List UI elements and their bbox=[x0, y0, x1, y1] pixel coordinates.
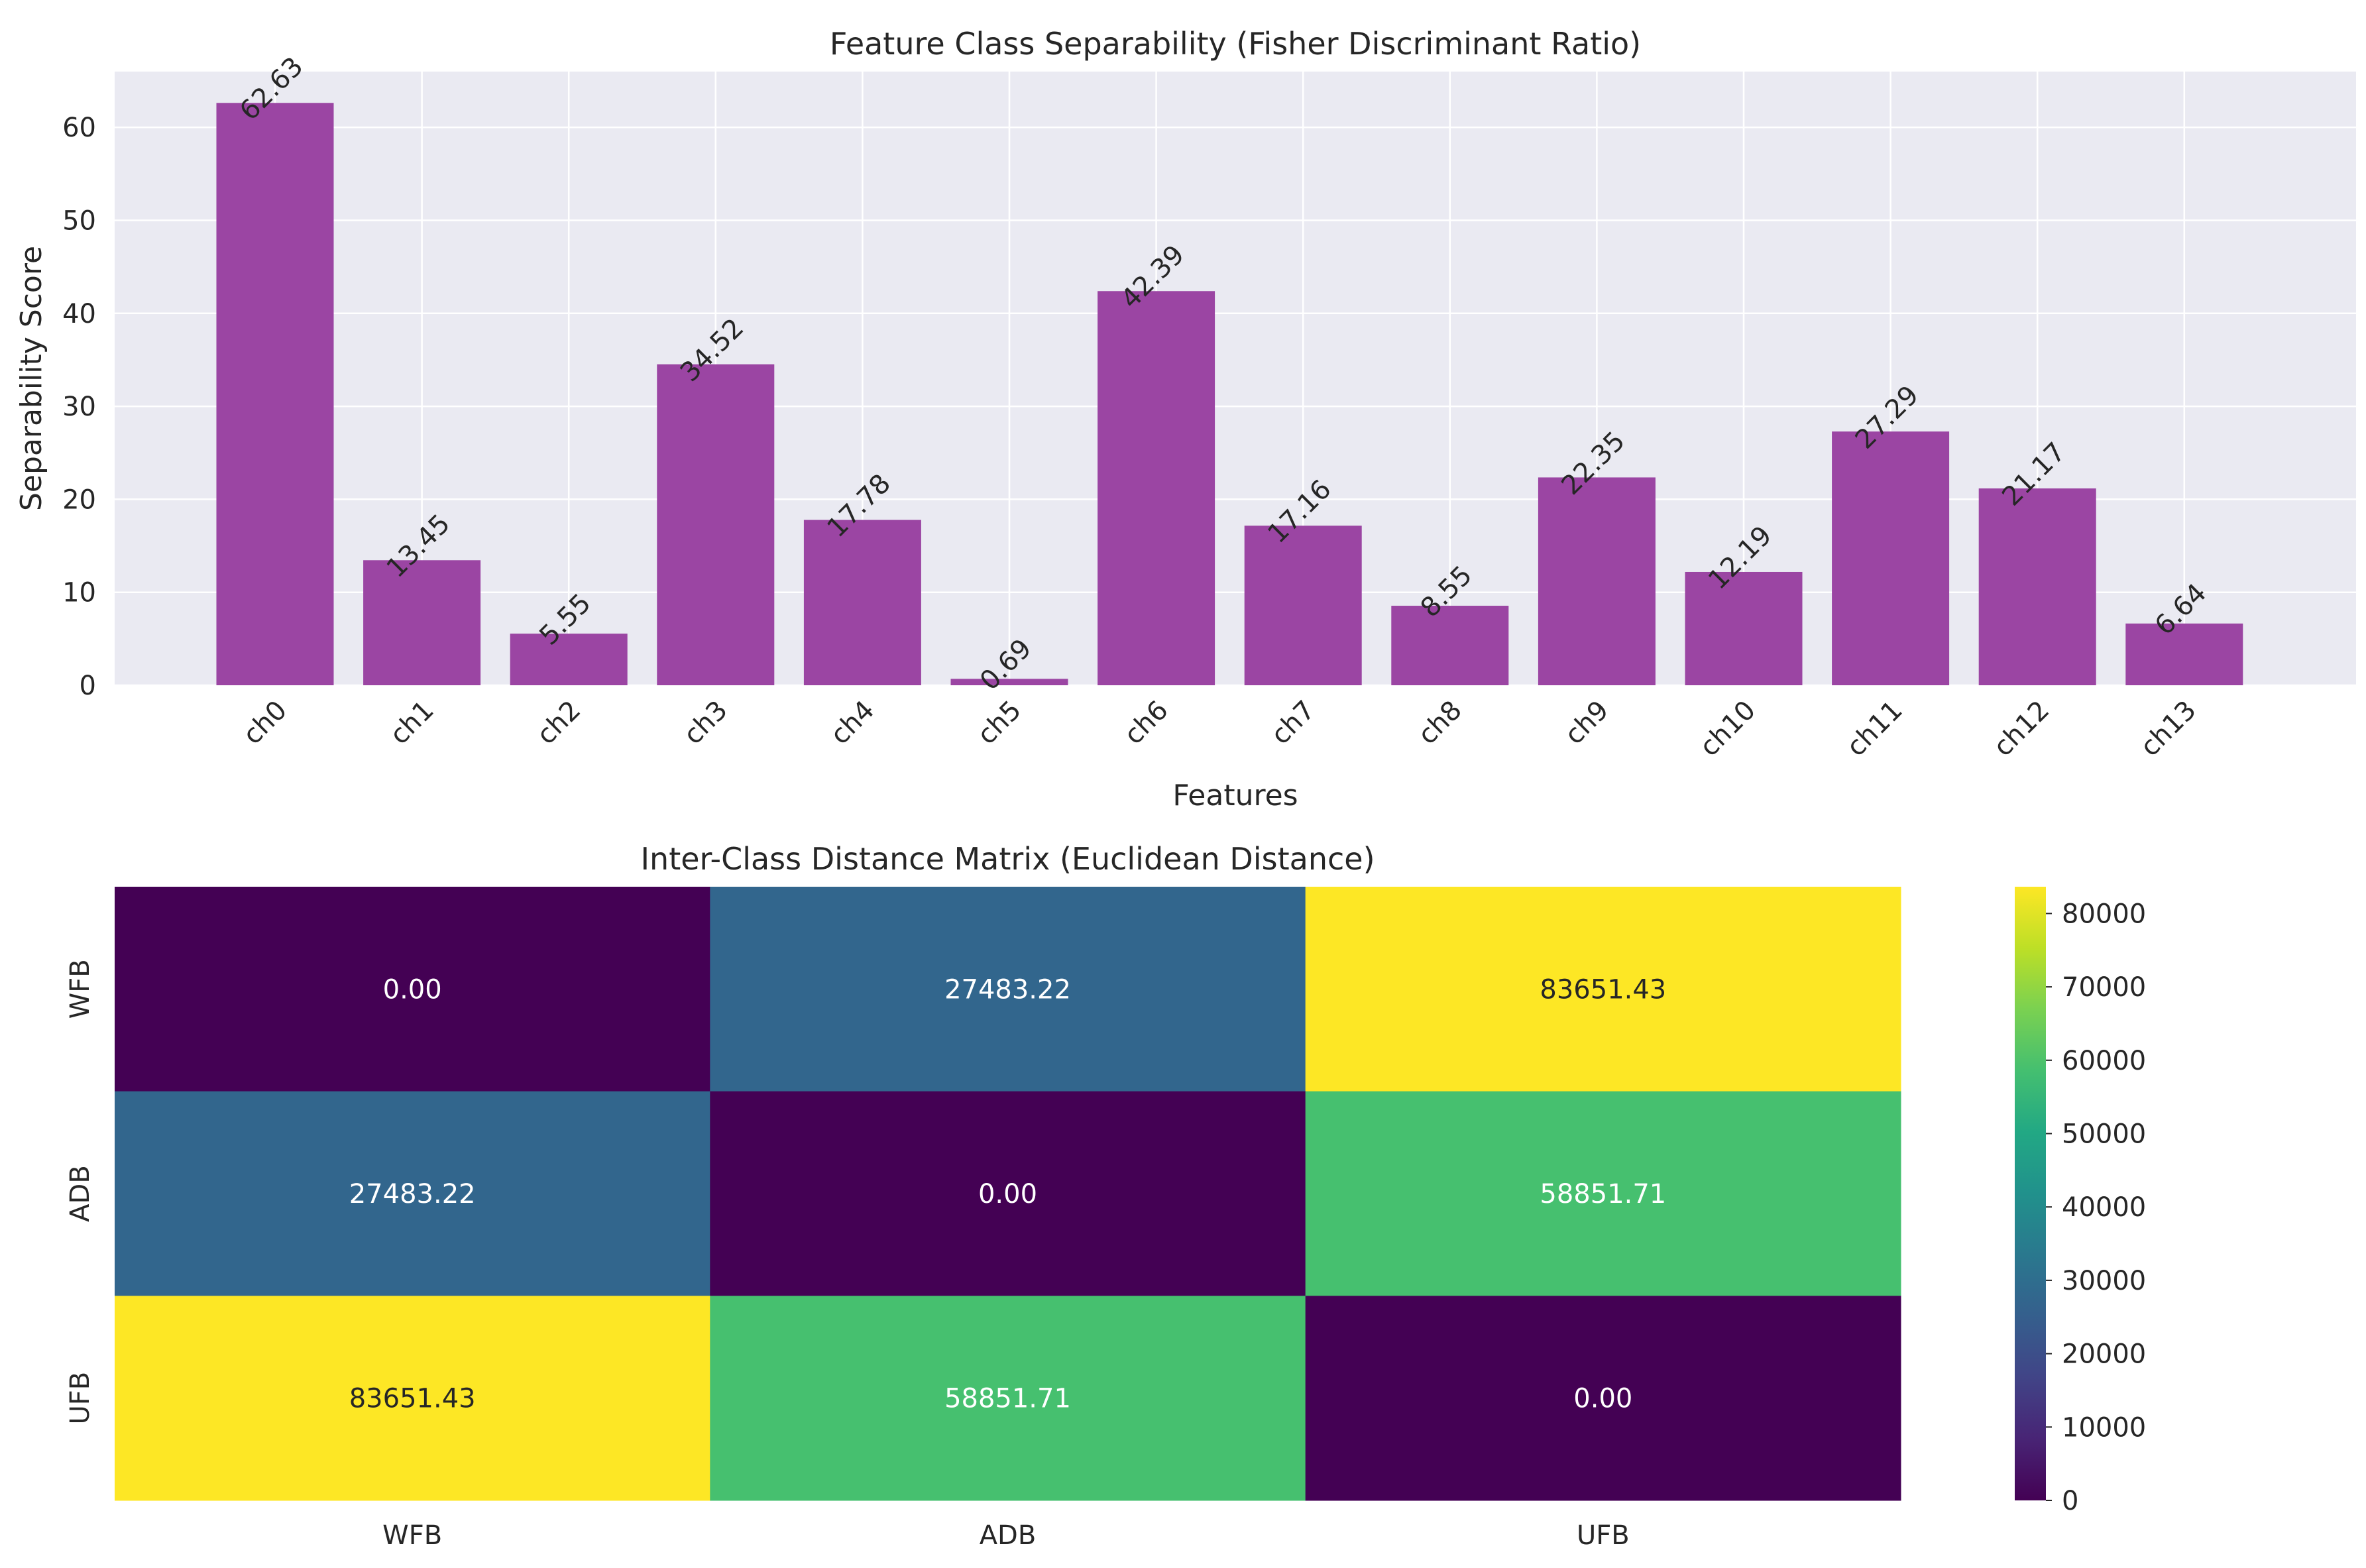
heatmap-cell-value: 27483.22 bbox=[349, 1179, 476, 1209]
x-tick-label: ch0 bbox=[237, 695, 293, 751]
heatmap-cell-value: 83651.43 bbox=[1540, 974, 1666, 1005]
heatmap-cell-UFB-WFB bbox=[115, 1296, 710, 1501]
bar-chart-title: Feature Class Separability (Fisher Discr… bbox=[830, 26, 1641, 62]
x-tick-label: ch2 bbox=[531, 695, 587, 751]
colorbar-tick-label: 10000 bbox=[2062, 1412, 2146, 1443]
x-tick-label: ch1 bbox=[384, 695, 440, 751]
bar-ch0 bbox=[216, 103, 334, 686]
x-tick-label: ch10 bbox=[1694, 695, 1762, 763]
heatmap-cell-WFB-UFB bbox=[1305, 887, 1901, 1092]
heatmap-cell-WFB-ADB bbox=[710, 887, 1306, 1092]
heatmap-cell-labels: 0.00 27483.22 83651.43 27483.22 0.00 58851.71… bbox=[349, 974, 1667, 1414]
heatmap-cells bbox=[115, 887, 1901, 1501]
bar-ch9 bbox=[1538, 477, 1656, 685]
heatmap-cell-value: 27483.22 bbox=[944, 974, 1071, 1005]
y-tick-label: 60 bbox=[62, 113, 96, 143]
y-tick-label: 10 bbox=[62, 578, 96, 608]
heatmap-cell-value: 58851.71 bbox=[944, 1384, 1071, 1414]
colorbar-tick-label: 40000 bbox=[2062, 1192, 2146, 1223]
x-tick-label: ch8 bbox=[1412, 695, 1468, 751]
bar-y-axis-label: Separability Score bbox=[15, 246, 48, 511]
y-tick-label: 30 bbox=[62, 392, 96, 422]
colorbar-gradient bbox=[2015, 887, 2046, 1500]
heatmap-cell-ADB-UFB bbox=[1305, 1091, 1901, 1296]
x-tick-label: ch13 bbox=[2135, 695, 2202, 763]
bar-x-axis-label: Features bbox=[1172, 779, 1298, 812]
bar-ch6 bbox=[1098, 291, 1215, 685]
heatmap-row-label: UFB bbox=[65, 1372, 95, 1425]
x-tick-label: ch6 bbox=[1119, 695, 1174, 751]
x-tick-label: ch12 bbox=[1988, 695, 2055, 763]
heatmap-cell-value: 0.00 bbox=[1573, 1384, 1632, 1414]
bar-ch1 bbox=[363, 560, 481, 685]
colorbar-tick-label: 20000 bbox=[2062, 1339, 2146, 1370]
colorbar-tick-label: 80000 bbox=[2062, 899, 2146, 929]
x-tick-label: ch11 bbox=[1841, 695, 1909, 763]
y-tick-label: 40 bbox=[62, 299, 96, 329]
colorbar-tick-label: 30000 bbox=[2062, 1266, 2146, 1296]
colorbar-tick-label: 0 bbox=[2062, 1486, 2078, 1516]
x-tick-label: ch5 bbox=[972, 695, 1027, 751]
colorbar-tick-label: 60000 bbox=[2062, 1046, 2146, 1076]
heatmap-cell-UFB-ADB bbox=[710, 1296, 1306, 1501]
heatmap-row-label: WFB bbox=[65, 959, 95, 1019]
heatmap-column-label: WFB bbox=[382, 1520, 442, 1551]
x-tick-label: ch9 bbox=[1559, 695, 1614, 751]
bar-ch13 bbox=[2125, 623, 2243, 685]
bar-y-tick-labels: 0 10 20 30 40 50 60 bbox=[62, 113, 96, 701]
heatmap-cell-value: 58851.71 bbox=[1540, 1179, 1666, 1209]
heatmap-cell-value: 0.00 bbox=[383, 974, 442, 1005]
bar-ch11 bbox=[1832, 431, 1950, 685]
distance-heatmap: 0.00 27483.22 83651.43 27483.22 0.00 58851.71… bbox=[65, 841, 2146, 1551]
bar-series bbox=[216, 103, 2243, 686]
bar-ch5 bbox=[950, 679, 1068, 685]
heatmap-column-labels: WFB ADB UFB bbox=[382, 1520, 1630, 1551]
heatmap-cell-value: 83651.43 bbox=[349, 1384, 476, 1414]
bar-ch2 bbox=[510, 634, 628, 685]
heatmap-column-label: ADB bbox=[980, 1520, 1037, 1551]
heatmap-cell-WFB-WFB bbox=[115, 887, 710, 1092]
x-tick-label: ch4 bbox=[824, 695, 880, 751]
bar-ch12 bbox=[1978, 488, 2096, 685]
heatmap-column-label: UFB bbox=[1577, 1520, 1630, 1551]
x-tick-label: ch7 bbox=[1265, 695, 1321, 751]
heatmap-title: Inter-Class Distance Matrix (Euclidean D… bbox=[640, 841, 1375, 877]
bar-x-tick-labels: ch0 ch1 ch2 ch3 ch4 ch5 ch6 ch7 ch8 ch9 ch10 ch11 ch… bbox=[237, 695, 2202, 763]
separability-bar-chart: 62.6313.455.5534.5217.780.6942.3917.168.… bbox=[15, 26, 2356, 812]
heatmap-row-labels: WFB ADB UFB bbox=[65, 959, 95, 1424]
y-tick-label: 0 bbox=[80, 671, 96, 701]
x-tick-label: ch3 bbox=[678, 695, 734, 751]
y-tick-label: 50 bbox=[62, 205, 96, 236]
bar-ch10 bbox=[1685, 571, 1803, 685]
bar-ch8 bbox=[1391, 606, 1509, 685]
heatmap-cell-value: 0.00 bbox=[978, 1179, 1037, 1209]
bar-ch7 bbox=[1244, 526, 1362, 685]
bar-ch4 bbox=[803, 520, 921, 685]
heatmap-cell-ADB-ADB bbox=[710, 1091, 1306, 1296]
bar-ch3 bbox=[657, 364, 775, 685]
heatmap-cell-ADB-WFB bbox=[115, 1091, 710, 1296]
heatmap-row-label: ADB bbox=[65, 1165, 95, 1222]
heatmap-cell-UFB-UFB bbox=[1305, 1296, 1901, 1501]
heatmap-colorbar: 0 10000 20000 30000 40000 50000 60000 70000 8000… bbox=[2015, 887, 2146, 1516]
colorbar-tick-label: 50000 bbox=[2062, 1119, 2146, 1150]
y-tick-label: 20 bbox=[62, 484, 96, 515]
colorbar-tick-label: 70000 bbox=[2062, 972, 2146, 1003]
